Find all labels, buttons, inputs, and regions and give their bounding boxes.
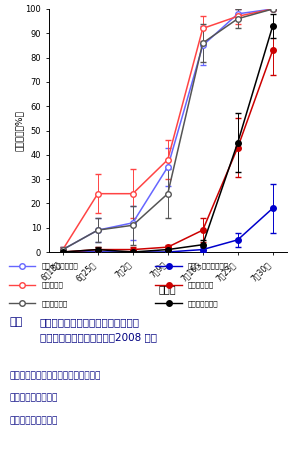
Text: 透水＋熱水：透水性改善して熱水処理: 透水＋熱水：透水性改善して熱水処理	[9, 371, 101, 380]
Text: 熱水：熱水処理のみ: 熱水：熱水処理のみ	[9, 394, 58, 403]
Text: 各処理した青枯病菌汚染圃場にお
　　ける発病株率の推移（2008 年）: 各処理した青枯病菌汚染圃場にお ける発病株率の推移（2008 年）	[40, 317, 157, 342]
Text: 熱水・自根: 熱水・自根	[41, 281, 63, 288]
Text: 透水+熱水・接ぎ木: 透水+熱水・接ぎ木	[188, 263, 229, 269]
Text: 無処理・自根: 無処理・自根	[41, 300, 67, 307]
Y-axis label: 発病株率（%）: 発病株率（%）	[15, 110, 24, 151]
Text: 透水+熱水・自根: 透水+熱水・自根	[41, 263, 78, 269]
Text: 熱水・接ぎ木: 熱水・接ぎ木	[188, 281, 214, 288]
Text: 図２: 図２	[9, 317, 22, 327]
X-axis label: 月　日: 月 日	[159, 284, 177, 294]
Text: 誤差線は標準誤差。: 誤差線は標準誤差。	[9, 416, 58, 425]
Text: 無処理・接ぎ木: 無処理・接ぎ木	[188, 300, 218, 307]
